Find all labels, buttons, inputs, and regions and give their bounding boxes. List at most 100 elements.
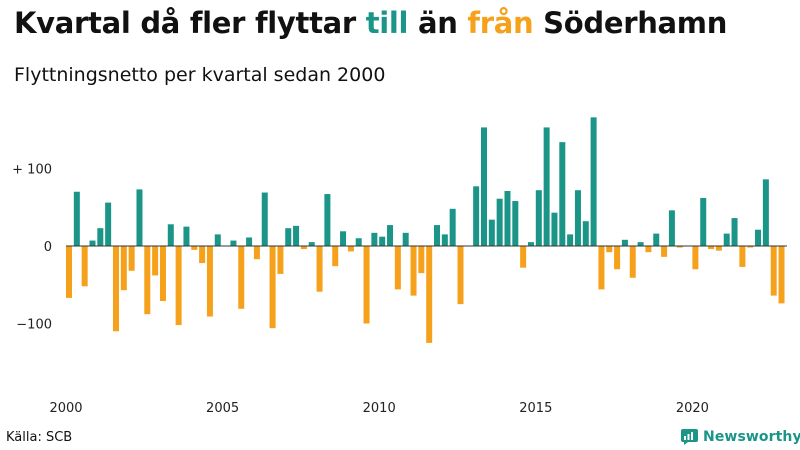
bar (496, 198, 503, 246)
title-part3: Söderhamn (533, 6, 728, 40)
bar (488, 219, 495, 246)
bar (81, 246, 88, 287)
bar (723, 233, 730, 246)
bar (590, 117, 597, 246)
bar (582, 221, 589, 246)
bar (520, 246, 527, 268)
bar (316, 246, 323, 292)
bar (543, 127, 550, 246)
bar (653, 233, 660, 246)
x-tick-label: 2020 (676, 401, 709, 416)
bar (191, 246, 198, 250)
bar (739, 246, 746, 267)
bar (73, 191, 80, 246)
title-part2: än (408, 6, 468, 40)
bar (755, 229, 762, 246)
bar (700, 197, 707, 246)
bar (551, 212, 558, 246)
title-till: till (365, 6, 409, 40)
bar (402, 232, 409, 246)
bar (293, 225, 300, 246)
bar (434, 225, 441, 246)
bar (340, 231, 347, 246)
bar (426, 246, 433, 343)
bar (770, 246, 777, 296)
bar (418, 246, 425, 274)
newsworthy-logo-icon (681, 429, 698, 445)
bar (668, 210, 675, 246)
bar (645, 246, 652, 253)
bar (731, 218, 738, 246)
bar (473, 186, 480, 246)
bar (559, 142, 566, 246)
bar (112, 246, 119, 332)
bar (105, 202, 112, 246)
bar (661, 246, 668, 257)
y-tick-label: + 100 (12, 163, 52, 178)
bar (504, 190, 511, 246)
bar (128, 246, 135, 271)
bar (457, 246, 464, 305)
bar (676, 246, 683, 248)
bar (175, 246, 182, 326)
bar (246, 237, 253, 246)
bar (747, 246, 754, 248)
source-label: Källa: SCB (6, 430, 73, 445)
bar (253, 246, 260, 260)
bar (300, 246, 307, 250)
bar (363, 246, 370, 324)
title-part1: Kvartal då fler flyttar (14, 6, 366, 40)
bar (598, 246, 605, 290)
x-tick-label: 2015 (519, 401, 552, 416)
bar (715, 246, 722, 251)
bar (574, 190, 581, 246)
bar (567, 234, 574, 247)
bar (277, 246, 284, 274)
bar (183, 226, 190, 247)
bar (441, 234, 448, 247)
bar (261, 192, 268, 246)
title-fran: från (467, 6, 534, 40)
bar (167, 224, 174, 246)
bar (387, 225, 394, 246)
bar (708, 246, 715, 250)
bar (410, 246, 417, 296)
bar (621, 239, 628, 246)
bar (606, 246, 613, 253)
bar (379, 236, 386, 246)
bar (394, 246, 401, 290)
bar (512, 201, 519, 246)
bar (449, 208, 456, 246)
chart-subtitle: Flyttningsnetto per kvartal sedan 2000 (14, 64, 386, 86)
bar (144, 246, 151, 315)
y-tick-label: 0 (44, 240, 52, 255)
bar (136, 189, 143, 246)
bar (480, 127, 487, 246)
bar (159, 246, 166, 302)
bar (152, 246, 159, 276)
x-tick-label: 2010 (363, 401, 396, 416)
brand-name: Newsworthy (703, 428, 800, 445)
x-tick-label: 2005 (206, 401, 239, 416)
bar (308, 242, 315, 247)
bar (214, 234, 221, 247)
brand-logo[interactable]: Newsworthy (681, 428, 800, 445)
bar (778, 246, 785, 304)
bar (238, 246, 245, 309)
bar (89, 240, 96, 246)
x-tick-label: 2000 (49, 401, 82, 416)
bar (324, 194, 331, 246)
chart-title: Kvartal då fler flyttar till än från Söd… (14, 6, 727, 40)
bar (692, 246, 699, 270)
bar (206, 246, 213, 317)
bar (199, 246, 206, 264)
bar (614, 246, 621, 270)
bar (347, 246, 354, 252)
bar (66, 246, 72, 298)
bar (527, 242, 534, 247)
bar (762, 179, 769, 246)
bar (355, 238, 362, 246)
bar (120, 246, 127, 291)
bar (332, 246, 339, 267)
